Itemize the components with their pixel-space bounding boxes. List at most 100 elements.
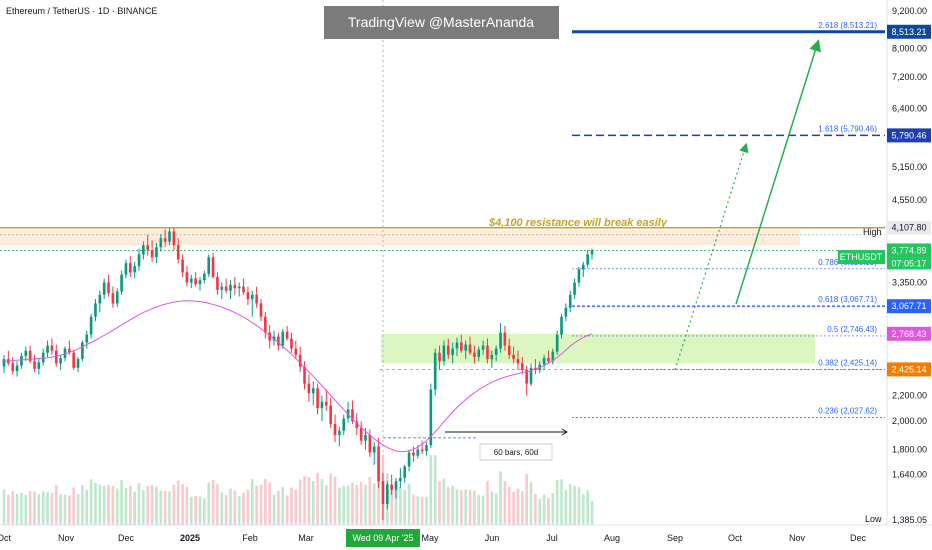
candle — [41, 348, 45, 366]
candle — [316, 383, 319, 415]
candle-body — [111, 293, 115, 304]
volume-bar — [163, 490, 167, 525]
volume-bar — [455, 489, 459, 525]
range-measure-head — [561, 428, 568, 436]
candle — [237, 282, 241, 297]
volume-bar — [290, 487, 293, 525]
candle — [176, 238, 180, 264]
volume-bar — [28, 490, 32, 525]
price-tag-box — [887, 362, 931, 377]
candle-body — [342, 418, 346, 431]
candle — [220, 282, 224, 300]
candle-body — [281, 331, 285, 346]
candle — [547, 350, 550, 364]
volume-bar — [11, 491, 15, 525]
candle — [442, 340, 446, 366]
y-tick-label: 2,200.00 — [892, 391, 927, 401]
candle-body — [137, 254, 141, 267]
candles-layer — [2, 227, 594, 520]
candle-body — [216, 276, 219, 290]
candle — [259, 299, 263, 322]
candle — [229, 280, 232, 300]
volume-layer — [2, 455, 594, 525]
candle-body — [499, 332, 502, 349]
candle-body — [446, 345, 450, 355]
price-tag-box — [887, 220, 931, 235]
x-tick-label: Dec — [850, 533, 867, 543]
candle-body — [407, 452, 411, 467]
moving-average-layer — [3, 300, 593, 453]
candle — [355, 413, 359, 435]
countdown-box — [887, 257, 931, 270]
zones-layer — [0, 229, 815, 364]
volume-bar — [277, 490, 280, 525]
y-tick-label: 5,150.00 — [892, 162, 927, 172]
x-tick-label: Jun — [485, 533, 500, 543]
candle-body — [412, 452, 415, 456]
watermark-text: TradingView @MasterAnanda — [348, 14, 534, 30]
price-tag: 8,513.21 — [887, 24, 931, 39]
volume-bar — [525, 474, 528, 525]
volume-bar — [577, 487, 581, 525]
candle-body — [163, 238, 167, 242]
y-tick-label: 1,385.05 — [892, 515, 927, 525]
x-tick-label: Jul — [546, 533, 558, 543]
candle — [285, 325, 289, 341]
volume-bar — [133, 491, 136, 525]
volume-bar — [15, 493, 19, 525]
candle-body — [285, 331, 289, 339]
volume-bar — [534, 494, 537, 525]
candle-body — [207, 257, 211, 274]
volume-bar — [442, 478, 446, 525]
volume-bar — [85, 490, 89, 525]
candle-body — [233, 284, 237, 289]
candle — [473, 345, 476, 364]
candle-body — [555, 334, 559, 352]
volume-bar — [198, 496, 202, 525]
candle-body — [351, 409, 354, 422]
volume-bar — [229, 488, 232, 525]
candle-body — [512, 354, 515, 360]
candle — [155, 243, 158, 264]
volume-bar — [364, 484, 367, 525]
candle — [11, 356, 15, 375]
candle — [525, 365, 528, 396]
volume-bar — [586, 490, 589, 525]
candle — [298, 346, 302, 373]
volume-bar — [203, 498, 206, 525]
candle-body — [98, 294, 102, 304]
candle-body — [372, 446, 376, 453]
volume-bar — [111, 485, 115, 525]
x-tick-label: Nov — [789, 533, 806, 543]
volume-bar — [7, 494, 10, 525]
candle-body — [551, 351, 555, 362]
candle — [555, 330, 559, 355]
candle — [460, 334, 463, 353]
candle-body — [311, 388, 315, 394]
candle — [542, 354, 546, 370]
candle — [72, 349, 75, 370]
volume-bar — [351, 482, 354, 525]
candle — [233, 276, 237, 295]
candle — [98, 290, 102, 313]
volume-bar — [98, 484, 102, 525]
candle-body — [486, 345, 489, 360]
candle — [198, 276, 202, 291]
candle-body — [237, 286, 241, 289]
volume-bar — [542, 494, 546, 525]
candle-body — [194, 278, 197, 285]
candle-body — [503, 332, 507, 346]
candle — [224, 278, 228, 294]
candle — [142, 241, 145, 260]
candle — [590, 248, 594, 260]
candle — [89, 313, 93, 339]
volume-bar — [403, 489, 407, 525]
candle-body — [590, 250, 594, 255]
candle-body — [481, 345, 485, 350]
candle-body — [33, 361, 36, 369]
y-tick-label: 9,200.00 — [892, 6, 927, 16]
candle-body — [146, 245, 150, 251]
volume-bar — [46, 492, 49, 525]
